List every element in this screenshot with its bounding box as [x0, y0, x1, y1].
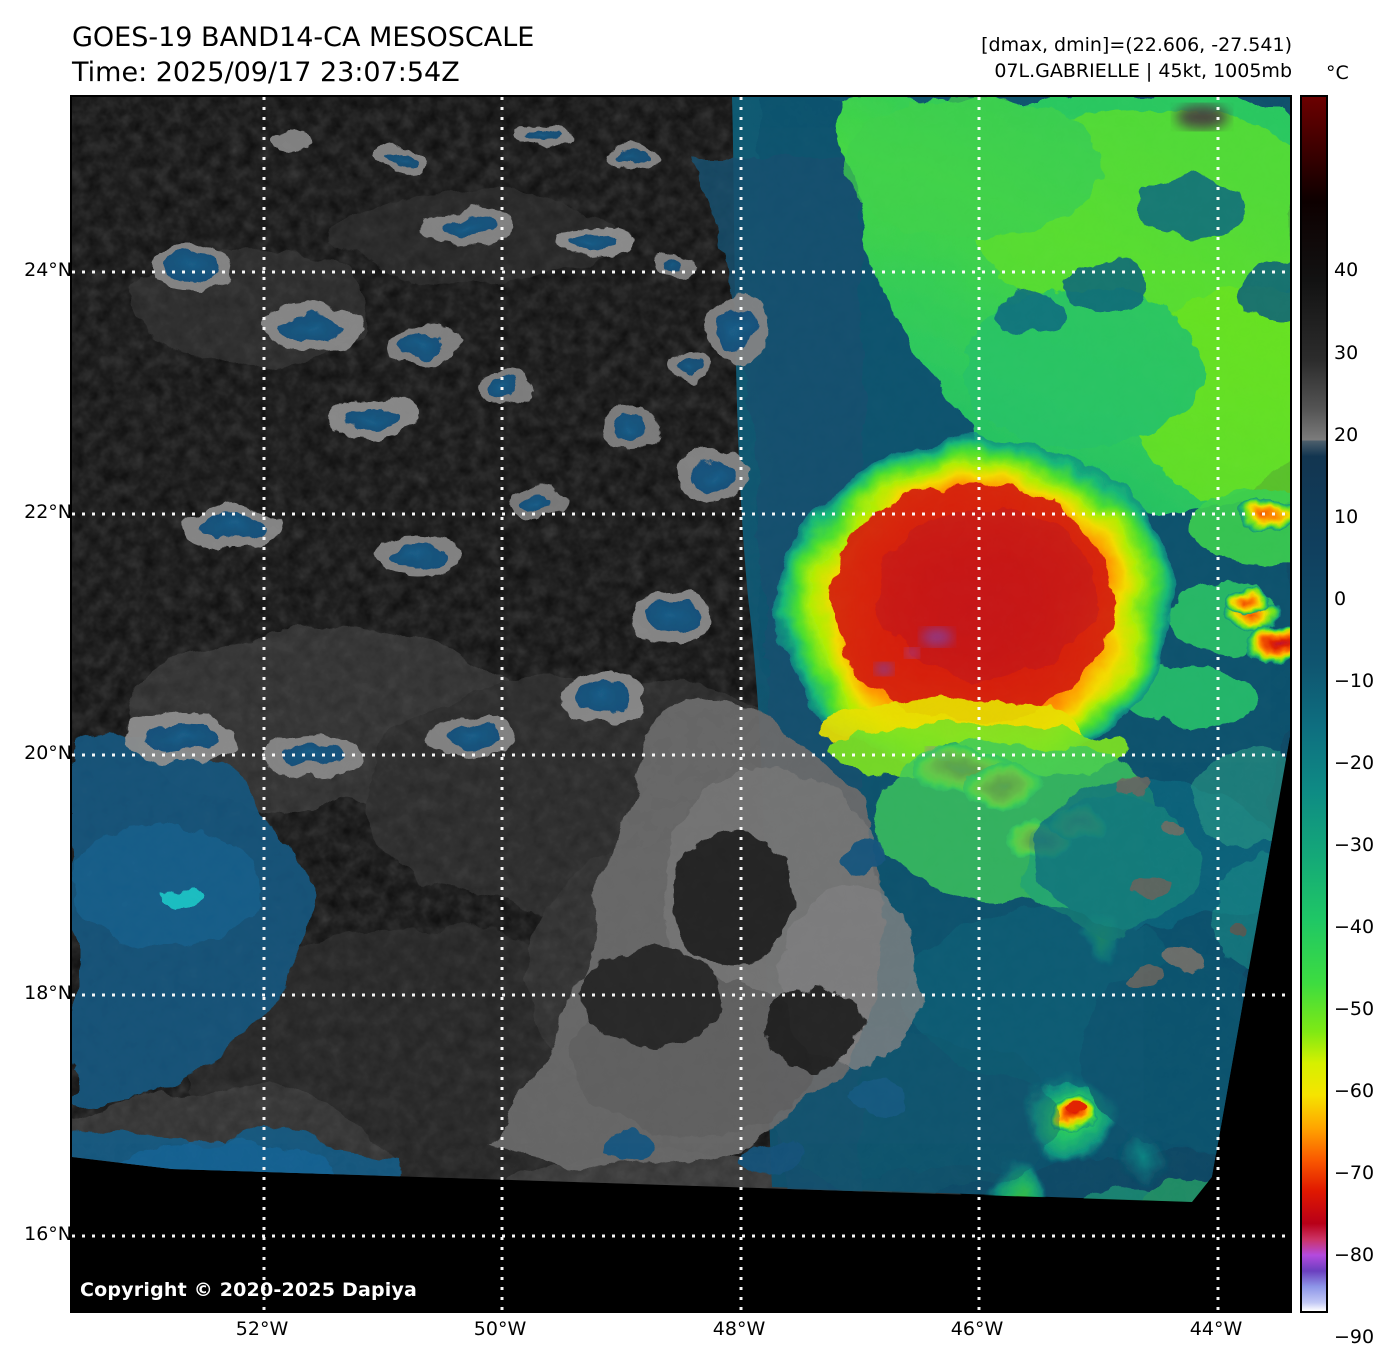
temperature-colorbar	[1300, 95, 1328, 1313]
storm-info-label: 07L.GABRIELLE | 45kt, 1005mb	[994, 59, 1292, 82]
metadata-block: [dmax, dmin]=(22.606, -27.541) 07L.GABRI…	[981, 33, 1292, 85]
colorbar-tick-m20: −20	[1334, 752, 1375, 774]
lat-tick-20n: 20°N	[24, 742, 72, 764]
colorbar-tick-40: 40	[1334, 259, 1359, 281]
copyright-notice: Copyright © 2020-2025 Dapiya	[80, 1279, 418, 1301]
colorbar-tick-m30: −30	[1334, 834, 1375, 856]
colorbar-tick-m50: −50	[1334, 998, 1375, 1020]
data-range-label: [dmax, dmin]=(22.606, -27.541)	[981, 34, 1292, 56]
satellite-plot-area	[70, 95, 1292, 1313]
colorbar-gradient	[1302, 97, 1326, 1311]
lon-tick-52w: 52°W	[235, 1318, 289, 1340]
colorbar-unit-label: °C	[1326, 62, 1349, 84]
infrared-imagery	[72, 97, 1290, 1311]
colorbar-tick-30: 30	[1334, 342, 1359, 364]
page-title: GOES-19 BAND14-CA MESOSCALE Time: 2025/0…	[72, 20, 534, 90]
colorbar-tick-20: 20	[1334, 424, 1359, 446]
lat-tick-16n: 16°N	[24, 1223, 72, 1245]
colorbar-tick-m70: −70	[1334, 1162, 1375, 1184]
colorbar-tick-m90: −90	[1334, 1326, 1375, 1348]
colorbar-tick-m80: −80	[1334, 1244, 1375, 1266]
title-primary: GOES-19 BAND14-CA MESOSCALE	[72, 22, 535, 53]
colorbar-tick-m60: −60	[1334, 1080, 1375, 1102]
colorbar-tick-m40: −40	[1334, 916, 1375, 938]
title-timestamp: Time: 2025/09/17 23:07:54Z	[72, 57, 460, 89]
colorbar-tick-10: 10	[1334, 506, 1359, 528]
lat-tick-24n: 24°N	[24, 259, 72, 281]
colorbar-tick-0: 0	[1334, 588, 1347, 610]
lat-tick-22n: 22°N	[24, 501, 72, 523]
lon-tick-46w: 46°W	[950, 1318, 1004, 1340]
lon-tick-50w: 50°W	[473, 1318, 527, 1340]
lat-tick-18n: 18°N	[24, 982, 72, 1004]
lon-tick-48w: 48°W	[712, 1318, 766, 1340]
colorbar-tick-m10: −10	[1334, 670, 1375, 692]
lon-tick-44w: 44°W	[1189, 1318, 1243, 1340]
